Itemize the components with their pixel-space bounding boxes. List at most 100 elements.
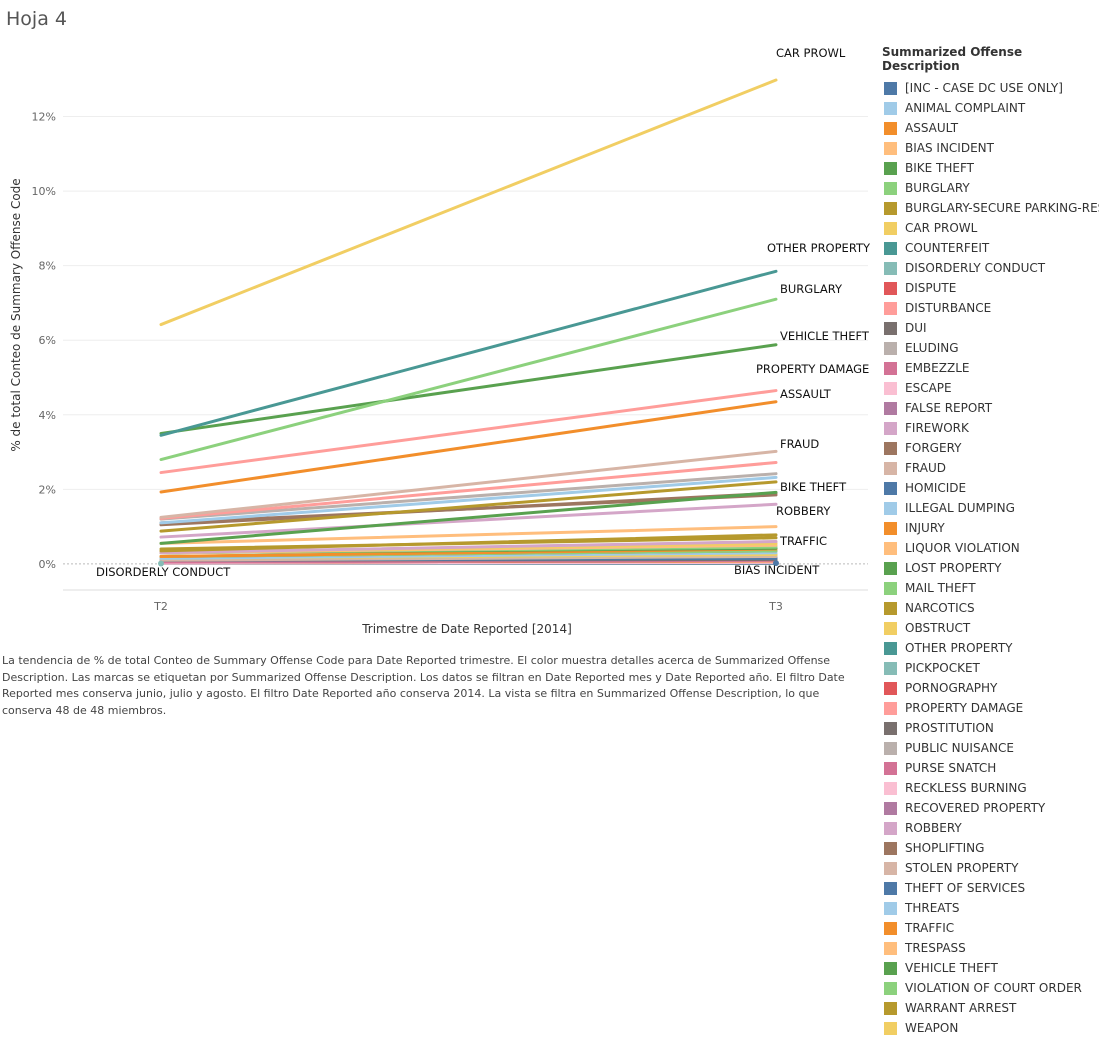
legend-item[interactable]: DISTURBANCE	[882, 298, 1099, 318]
legend-item[interactable]: BIKE THEFT	[882, 158, 1099, 178]
legend-item[interactable]: MAIL THEFT	[882, 578, 1099, 598]
legend-swatch	[884, 922, 897, 935]
x-tick-label: T2	[153, 600, 168, 613]
legend-label: PUBLIC NUISANCE	[905, 741, 1014, 755]
series-line	[161, 345, 776, 434]
legend-swatch	[884, 1022, 897, 1035]
legend-swatch	[884, 782, 897, 795]
legend-label: TRESPASS	[905, 941, 966, 955]
legend-label: PICKPOCKET	[905, 661, 980, 675]
x-axis-title: Trimestre de Date Reported [2014]	[361, 622, 572, 636]
legend-item[interactable]: FORGERY	[882, 438, 1099, 458]
legend-swatch	[884, 82, 897, 95]
legend-item[interactable]: THREATS	[882, 898, 1099, 918]
series-lines	[158, 80, 779, 567]
legend-item[interactable]: COUNTERFEIT	[882, 238, 1099, 258]
legend-item[interactable]: DISORDERLY CONDUCT	[882, 258, 1099, 278]
y-tick-label: 0%	[39, 558, 56, 571]
series-label: ASSAULT	[780, 387, 832, 401]
legend-label: EMBEZZLE	[905, 361, 969, 375]
series-line	[161, 271, 776, 435]
legend-item[interactable]: ELUDING	[882, 338, 1099, 358]
series-label: BIAS INCIDENT	[734, 563, 820, 577]
legend-label: FORGERY	[905, 441, 961, 455]
legend-swatch	[884, 802, 897, 815]
legend-item[interactable]: HOMICIDE	[882, 478, 1099, 498]
legend-label: PROSTITUTION	[905, 721, 994, 735]
legend-label: ELUDING	[905, 341, 959, 355]
legend-swatch	[884, 622, 897, 635]
legend-item[interactable]: TRAFFIC	[882, 918, 1099, 938]
legend-item[interactable]: FALSE REPORT	[882, 398, 1099, 418]
legend-item[interactable]: EMBEZZLE	[882, 358, 1099, 378]
y-tick-label: 10%	[32, 185, 56, 198]
legend-item[interactable]: ROBBERY	[882, 818, 1099, 838]
legend-item[interactable]: FIREWORK	[882, 418, 1099, 438]
legend-swatch	[884, 102, 897, 115]
legend-label: [INC - CASE DC USE ONLY]	[905, 81, 1063, 95]
legend-item[interactable]: VEHICLE THEFT	[882, 958, 1099, 978]
legend-items: [INC - CASE DC USE ONLY] ANIMAL COMPLAINT…	[882, 78, 1099, 1038]
legend-item[interactable]: NARCOTICS	[882, 598, 1099, 618]
legend-item[interactable]: BURGLARY-SECURE PARKING-RES	[882, 198, 1099, 218]
legend-item[interactable]: INJURY	[882, 518, 1099, 538]
series-label: VEHICLE THEFT	[780, 329, 870, 343]
legend-swatch	[884, 722, 897, 735]
chart-caption: La tendencia de % de total Conteo de Sum…	[2, 653, 862, 719]
legend-swatch	[884, 522, 897, 535]
legend-item[interactable]: DUI	[882, 318, 1099, 338]
legend-label: RECOVERED PROPERTY	[905, 801, 1045, 815]
legend-item[interactable]: WARRANT ARREST	[882, 998, 1099, 1018]
legend-item[interactable]: LOST PROPERTY	[882, 558, 1099, 578]
legend-swatch	[884, 202, 897, 215]
legend-item[interactable]: ILLEGAL DUMPING	[882, 498, 1099, 518]
legend-item[interactable]: ESCAPE	[882, 378, 1099, 398]
legend-item[interactable]: RECKLESS BURNING	[882, 778, 1099, 798]
legend-swatch	[884, 702, 897, 715]
legend-label: SHOPLIFTING	[905, 841, 984, 855]
legend-label: ANIMAL COMPLAINT	[905, 101, 1025, 115]
legend-item[interactable]: DISPUTE	[882, 278, 1099, 298]
legend-label: HOMICIDE	[905, 481, 966, 495]
legend-swatch	[884, 162, 897, 175]
legend-label: BIKE THEFT	[905, 161, 974, 175]
legend-label: ROBBERY	[905, 821, 962, 835]
legend-swatch	[884, 762, 897, 775]
legend-item[interactable]: PUBLIC NUISANCE	[882, 738, 1099, 758]
legend-item[interactable]: WEAPON	[882, 1018, 1099, 1038]
legend-item[interactable]: PROPERTY DAMAGE	[882, 698, 1099, 718]
legend-item[interactable]: PORNOGRAPHY	[882, 678, 1099, 698]
legend-item[interactable]: ASSAULT	[882, 118, 1099, 138]
legend-item[interactable]: BIAS INCIDENT	[882, 138, 1099, 158]
legend-item[interactable]: PICKPOCKET	[882, 658, 1099, 678]
legend-swatch	[884, 682, 897, 695]
legend-label: BIAS INCIDENT	[905, 141, 994, 155]
legend-item[interactable]: OBSTRUCT	[882, 618, 1099, 638]
legend-label: THEFT OF SERVICES	[905, 881, 1025, 895]
legend-item[interactable]: PROSTITUTION	[882, 718, 1099, 738]
legend-item[interactable]: STOLEN PROPERTY	[882, 858, 1099, 878]
legend-item[interactable]: CAR PROWL	[882, 218, 1099, 238]
legend-item[interactable]: PURSE SNATCH	[882, 758, 1099, 778]
legend-label: PORNOGRAPHY	[905, 681, 997, 695]
legend: Summarized Offense Description [INC - CA…	[882, 45, 1099, 1038]
legend-swatch	[884, 342, 897, 355]
y-tick-label: 12%	[32, 111, 56, 124]
legend-label: WARRANT ARREST	[905, 1001, 1016, 1015]
legend-item[interactable]: RECOVERED PROPERTY	[882, 798, 1099, 818]
legend-item[interactable]: OTHER PROPERTY	[882, 638, 1099, 658]
legend-item[interactable]: SHOPLIFTING	[882, 838, 1099, 858]
legend-swatch	[884, 822, 897, 835]
legend-item[interactable]: ANIMAL COMPLAINT	[882, 98, 1099, 118]
legend-label: ILLEGAL DUMPING	[905, 501, 1015, 515]
legend-item[interactable]: [INC - CASE DC USE ONLY]	[882, 78, 1099, 98]
legend-item[interactable]: TRESPASS	[882, 938, 1099, 958]
legend-swatch	[884, 222, 897, 235]
legend-item[interactable]: BURGLARY	[882, 178, 1099, 198]
series-label: BIKE THEFT	[780, 480, 847, 494]
legend-item[interactable]: LIQUOR VIOLATION	[882, 538, 1099, 558]
legend-item[interactable]: VIOLATION OF COURT ORDER	[882, 978, 1099, 998]
legend-item[interactable]: THEFT OF SERVICES	[882, 878, 1099, 898]
legend-item[interactable]: FRAUD	[882, 458, 1099, 478]
series-label: BURGLARY	[780, 282, 843, 296]
